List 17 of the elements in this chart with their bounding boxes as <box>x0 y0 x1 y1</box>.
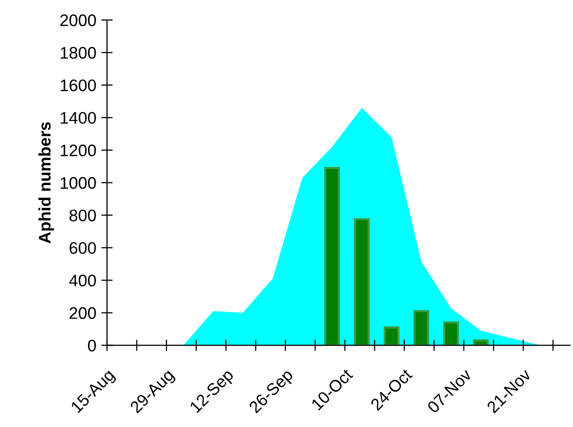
y-tick-label: 1800 <box>60 46 96 59</box>
y-tick-label: 1400 <box>60 112 96 124</box>
y-tick-label: 1000 <box>60 177 96 189</box>
y-tick-label: 1600 <box>60 79 96 92</box>
bar <box>354 218 370 346</box>
bar <box>324 166 340 346</box>
bar <box>443 321 459 346</box>
y-tick-label: 400 <box>69 274 96 286</box>
y-tick-label: 2000 <box>60 14 96 26</box>
y-tick-label: 0 <box>88 340 96 352</box>
y-tick-label: 1200 <box>60 144 96 156</box>
y-tick-label: 600 <box>70 242 96 254</box>
bar <box>413 310 430 346</box>
bar <box>384 326 400 346</box>
y-axis-title: Aphid numbers <box>38 122 54 244</box>
y-tick-label: 800 <box>70 210 96 222</box>
y-tick-label: 200 <box>70 307 96 319</box>
